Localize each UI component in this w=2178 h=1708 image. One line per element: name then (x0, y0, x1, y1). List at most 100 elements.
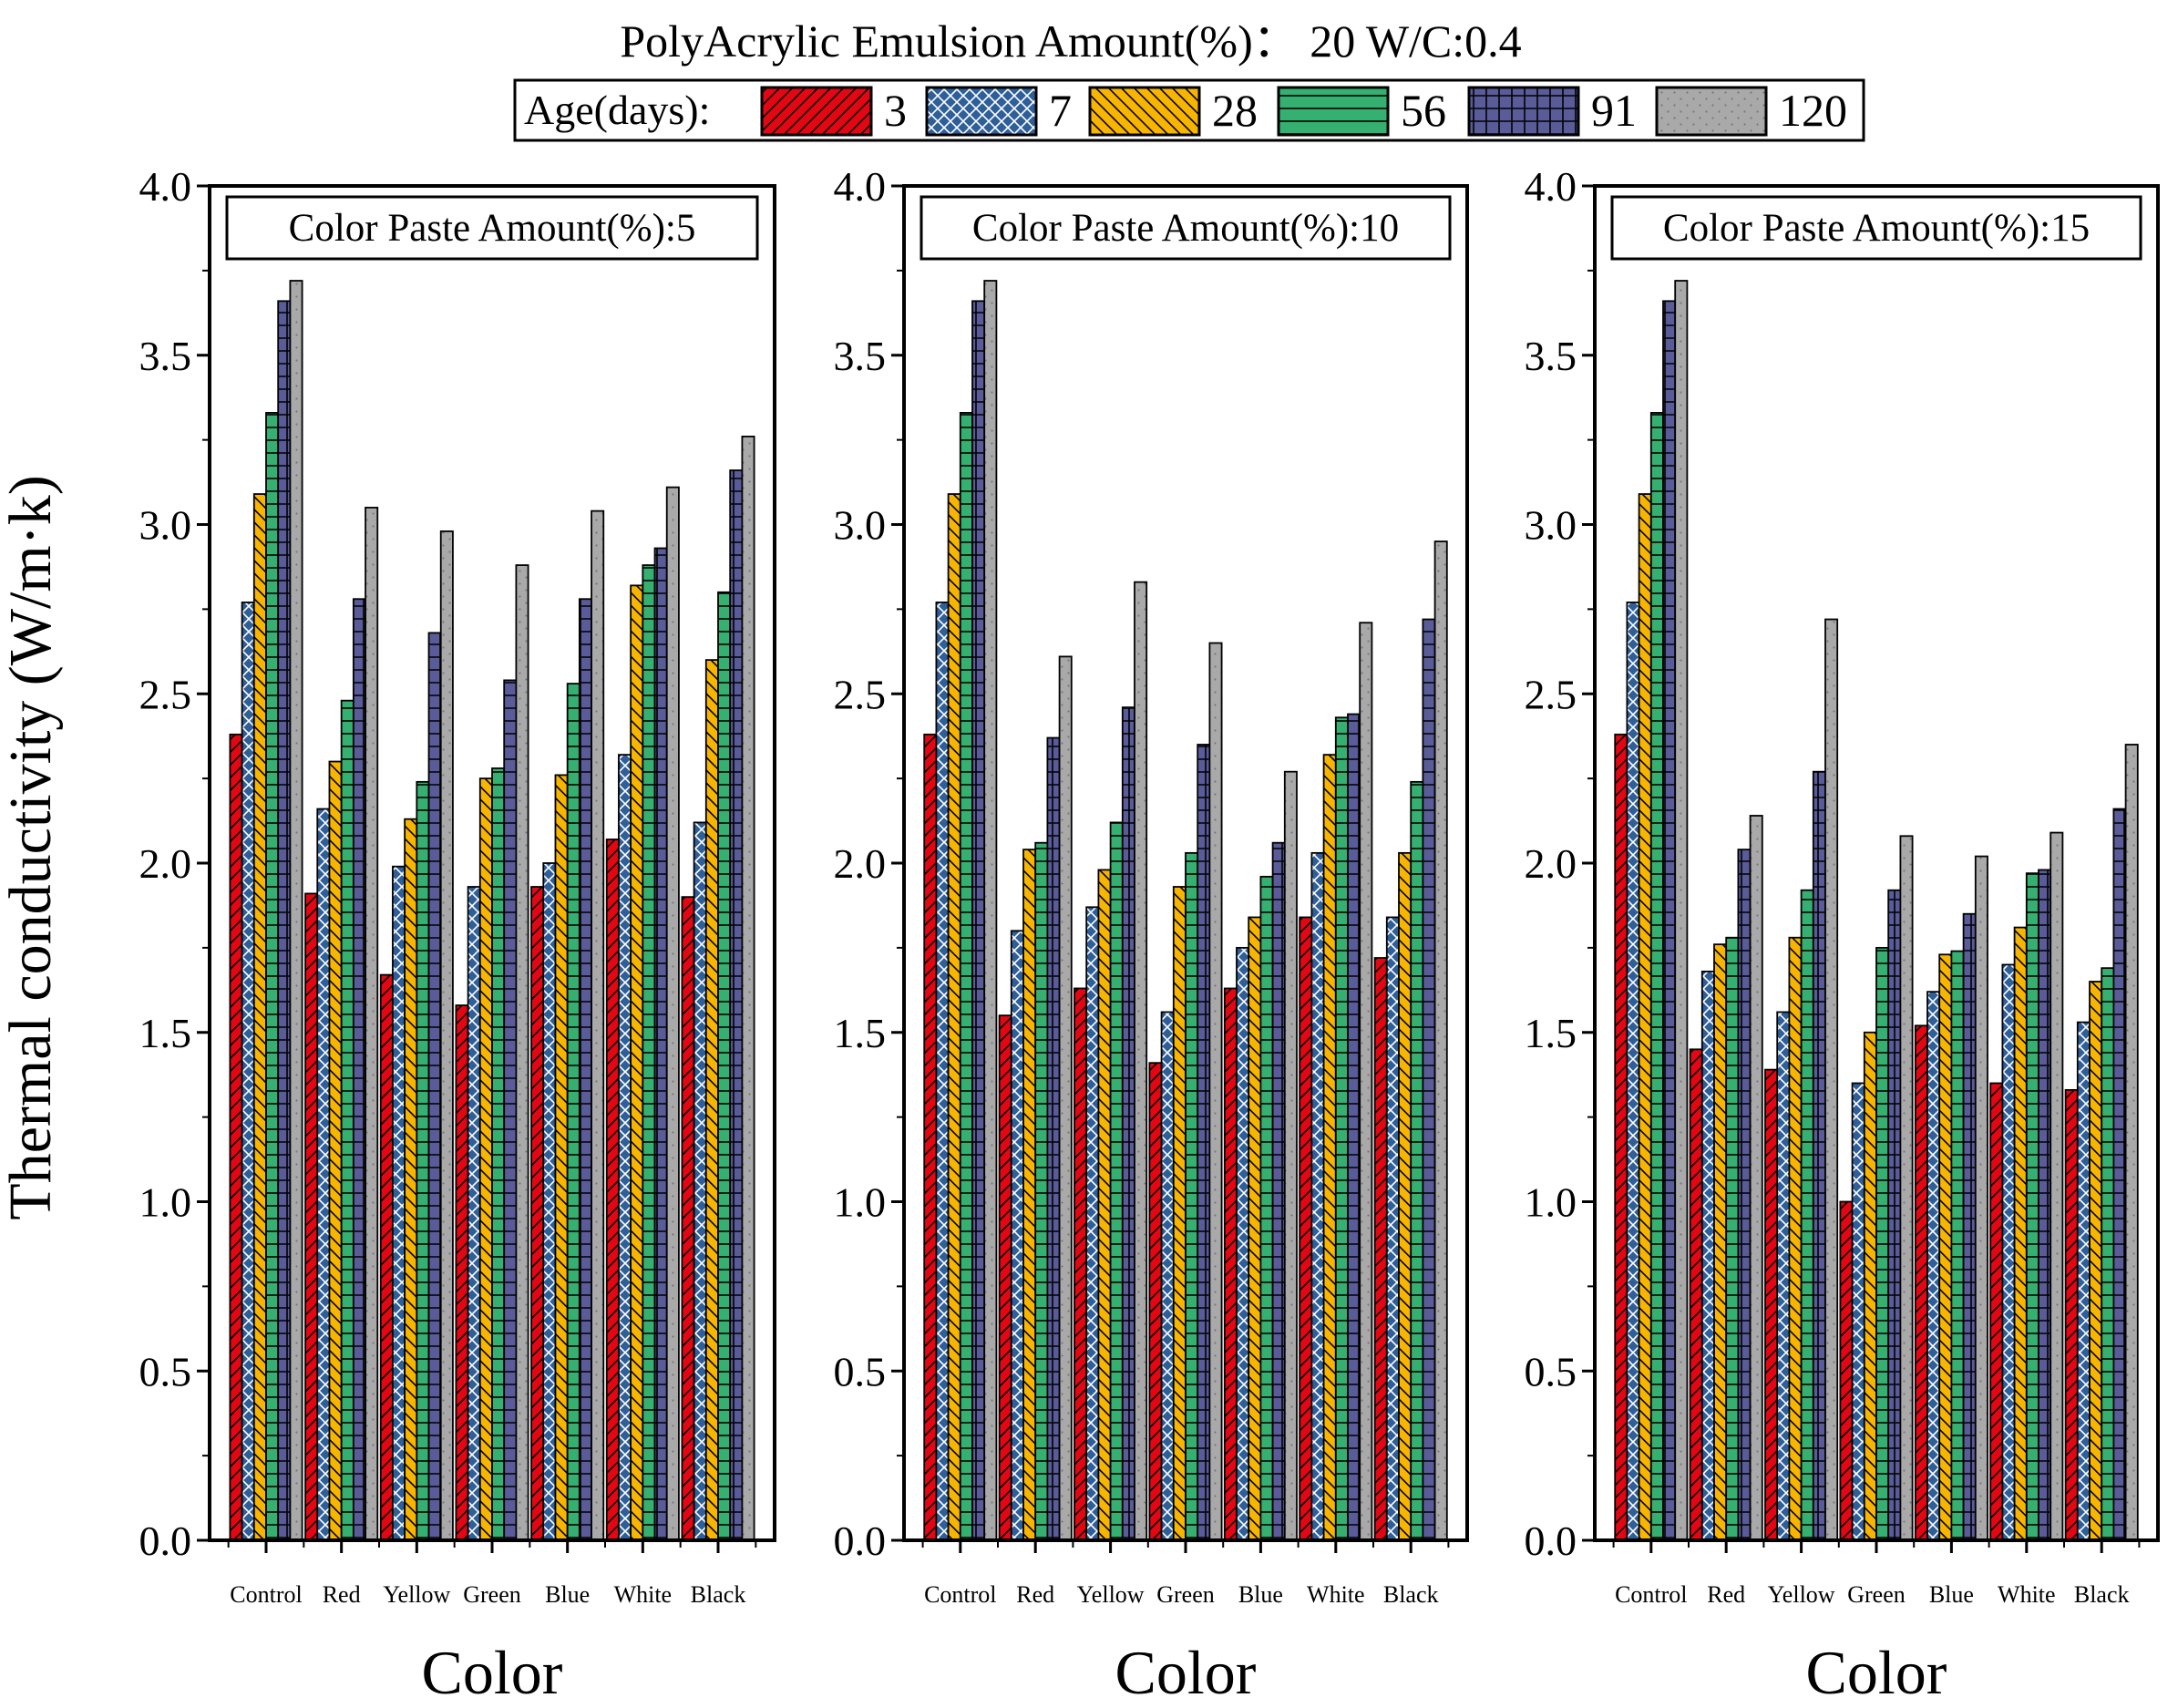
y-tick-label: 0.0 (139, 1518, 192, 1564)
y-tick-label: 1.0 (1525, 1179, 1577, 1226)
y-tick-label: 3.0 (834, 502, 887, 549)
bar-p3-yellow-3 (1764, 1068, 1779, 1541)
bar-p3-control-7 (1626, 602, 1640, 1541)
bar-p3-yellow-7 (1776, 1011, 1791, 1541)
x-axis-label: Color (1806, 1638, 1947, 1703)
bar-p2-red-120 (1058, 655, 1073, 1541)
panel-title: Color Paste Amount(%):15 (1663, 207, 2090, 250)
legend-label-28: 28 (1212, 85, 1258, 136)
y-tick-label: 1.0 (834, 1179, 887, 1226)
bar-p1-green-7 (467, 886, 481, 1541)
bar-p1-black-28 (704, 659, 719, 1541)
bar-p3-yellow-56 (1800, 889, 1814, 1541)
bar-p3-green-56 (1875, 946, 1890, 1541)
plot-frame (208, 184, 776, 1542)
bar-p1-black-7 (693, 821, 707, 1541)
bar-p3-green-7 (1851, 1082, 1865, 1541)
x-tick-label: Green (1847, 1581, 1906, 1608)
bar-p3-green-3 (1839, 1200, 1854, 1541)
bar-p2-white-120 (1359, 622, 1373, 1541)
bar-p3-blue-3 (1914, 1024, 1928, 1541)
bar-p1-yellow-28 (404, 818, 418, 1541)
y-tick-label: 0.5 (1525, 1348, 1577, 1394)
y-tick-label: 2.5 (1525, 671, 1577, 717)
bar-p2-white-28 (1322, 754, 1337, 1541)
bar-p2-yellow-91 (1121, 706, 1135, 1541)
x-tick-label: Yellow (1768, 1581, 1835, 1608)
x-tick-label: White (614, 1581, 673, 1608)
bar-p3-blue-56 (1950, 950, 1965, 1541)
chart-panel-3: Control Red Yellow Green Blue White Black 0.0 0.… (1525, 163, 2160, 1707)
bar-p1-white-7 (618, 754, 632, 1541)
x-tick-label: Blue (545, 1581, 590, 1608)
bar-p1-black-3 (681, 896, 695, 1541)
panel-title-box (225, 195, 759, 261)
bar-p3-yellow-120 (1824, 618, 1839, 1541)
bar-p3-control-56 (1649, 412, 1664, 1541)
panel-title-box (919, 195, 1452, 261)
y-tick-label: 2.5 (834, 671, 887, 717)
bar-p2-control-120 (983, 280, 998, 1541)
bar-p1-red-28 (328, 760, 343, 1541)
y-tick-label: 3.5 (139, 333, 192, 379)
bar-p3-control-28 (1638, 493, 1652, 1541)
legend-swatch-28 (1088, 86, 1201, 137)
bar-p2-black-120 (1433, 540, 1448, 1541)
bar-p2-white-3 (1299, 916, 1313, 1541)
y-tick-label: 3.0 (1525, 502, 1577, 549)
bar-p1-yellow-120 (439, 530, 454, 1541)
bar-p1-control-91 (277, 300, 292, 1541)
bar-p2-blue-3 (1223, 987, 1238, 1541)
bar-p1-blue-91 (578, 598, 592, 1541)
bar-p2-black-7 (1385, 916, 1400, 1541)
bar-p3-black-3 (2064, 1089, 2079, 1541)
x-tick-label: Yellow (383, 1581, 450, 1608)
legend-swatch-56 (1277, 86, 1390, 137)
legend-label-7: 7 (1049, 85, 1072, 136)
x-tick-label: Yellow (1077, 1581, 1145, 1608)
bar-p2-control-56 (959, 412, 973, 1541)
bar-p1-control-56 (265, 412, 280, 1541)
y-tick-label: 1.5 (1525, 1010, 1577, 1056)
x-tick-label: Black (2074, 1581, 2130, 1608)
x-tick-label: Control (230, 1581, 302, 1608)
bar-p3-green-91 (1887, 889, 1902, 1541)
bar-p3-black-91 (2112, 808, 2127, 1541)
bar-p1-red-91 (352, 598, 366, 1541)
y-tick-label: 1.5 (834, 1010, 887, 1056)
bar-p3-control-3 (1614, 733, 1628, 1541)
x-tick-label: Red (1016, 1581, 1054, 1608)
y-tick-label: 4.0 (834, 163, 887, 210)
bar-p1-control-120 (289, 280, 303, 1541)
bar-p2-red-91 (1046, 736, 1061, 1541)
bar-p1-green-28 (478, 777, 493, 1541)
x-tick-label: Blue (1929, 1581, 1974, 1608)
chart-panel-1: Control Red Yellow Green Blue White Black 0.0 0.… (139, 163, 776, 1707)
bar-p2-green-120 (1208, 642, 1223, 1541)
bar-p1-green-120 (515, 564, 529, 1541)
plot-frame (1593, 184, 2160, 1542)
bar-p3-white-120 (2050, 831, 2064, 1541)
y-tick-label: 0.5 (139, 1348, 192, 1394)
y-tick-label: 0.0 (1525, 1518, 1577, 1564)
bar-p2-white-91 (1347, 713, 1361, 1541)
bar-p2-green-3 (1148, 1062, 1163, 1541)
bar-p3-blue-120 (1974, 855, 1988, 1541)
y-tick-label: 1.5 (139, 1010, 192, 1056)
bar-p3-red-7 (1700, 970, 1715, 1541)
y-tick-label: 4.0 (139, 163, 192, 210)
x-tick-label: Green (1156, 1581, 1215, 1608)
chart-panel-2: Control Red Yellow Green Blue White Black 0.0 0.… (834, 163, 1469, 1707)
bar-p2-red-3 (998, 1014, 1012, 1541)
bar-p1-white-91 (653, 547, 668, 1541)
bar-p3-yellow-91 (1812, 770, 1826, 1541)
bar-p1-yellow-7 (392, 865, 406, 1541)
bar-p3-blue-7 (1926, 991, 1941, 1541)
y-tick-label: 3.5 (1525, 333, 1577, 379)
bar-p1-control-3 (229, 733, 243, 1541)
bar-p2-blue-56 (1259, 875, 1274, 1541)
bar-p1-blue-7 (542, 862, 557, 1541)
x-tick-label: Red (323, 1581, 361, 1608)
